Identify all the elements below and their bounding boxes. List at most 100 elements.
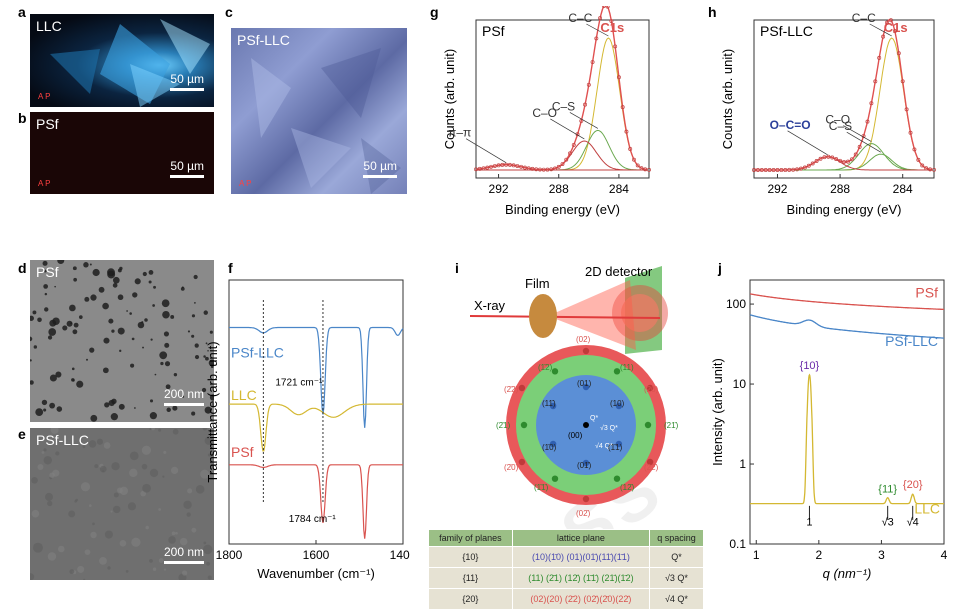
q-label-2: √3 Q* <box>600 424 618 432</box>
data-point <box>605 6 610 9</box>
pore <box>203 355 206 358</box>
data-point <box>759 168 764 172</box>
pore <box>152 304 155 307</box>
table-cell-family: {20} <box>428 588 513 610</box>
xps-psf-llc-chart: 292 288 284 Binding energy (eV) Counts (arb.… <box>720 11 936 217</box>
grain <box>203 541 207 545</box>
pore <box>49 374 57 382</box>
grain <box>163 568 167 571</box>
data-point <box>892 29 897 34</box>
pore <box>154 373 157 376</box>
grain <box>140 490 147 497</box>
x-axis-label: q (nm⁻¹) <box>823 566 872 581</box>
table-cell-family: {11} <box>428 567 513 589</box>
data-point <box>799 166 803 171</box>
grain <box>50 428 59 434</box>
x-axis-label: Wavenumber (cm⁻¹) <box>257 566 375 581</box>
table-cell-planes: (10)(1̄0) (01)(01̄)(11̄)(1̄1) <box>511 546 650 568</box>
data-point <box>900 79 905 84</box>
data-point <box>802 165 807 170</box>
pore <box>166 407 171 413</box>
component-label: C–S <box>552 99 575 113</box>
lattice-point <box>518 384 526 392</box>
pore <box>37 317 42 323</box>
pore <box>90 414 98 422</box>
grain <box>31 509 40 518</box>
pore <box>110 413 118 421</box>
data-point <box>787 167 792 172</box>
data-point <box>916 157 921 162</box>
outer-label-02: (02) <box>576 335 591 344</box>
grain <box>129 468 138 478</box>
label-pointer <box>569 112 599 129</box>
pore <box>208 359 214 367</box>
pore <box>201 387 207 393</box>
mid-label-1m2: (12̄) <box>620 483 635 492</box>
data-point <box>912 147 917 152</box>
lattice-point <box>518 458 526 466</box>
pore <box>153 285 156 289</box>
pore <box>194 301 196 304</box>
pore <box>98 286 105 293</box>
x-tick-label: 1400 <box>390 548 410 562</box>
grain <box>96 438 104 445</box>
pore <box>134 278 141 285</box>
grain <box>152 567 157 572</box>
sem-psf: PSf 200 nm <box>30 260 214 422</box>
pore <box>134 407 136 409</box>
chart-title: PSf <box>482 23 505 39</box>
pore <box>84 296 90 302</box>
pore <box>112 276 120 284</box>
grain <box>30 573 35 580</box>
y-tick-label: 10 <box>733 377 747 391</box>
pore <box>102 367 109 374</box>
scale-label-b: 50 µm <box>170 159 204 173</box>
y-axis-label: Transmittance (arb. unit) <box>205 341 220 482</box>
grain <box>200 469 210 479</box>
data-point <box>609 19 614 23</box>
lattice-point <box>615 402 623 410</box>
grain <box>47 500 53 507</box>
pore <box>86 358 89 361</box>
pore <box>102 302 109 310</box>
pore <box>71 378 75 382</box>
data-point <box>613 44 618 49</box>
data-point <box>590 60 595 64</box>
data-point <box>865 119 870 124</box>
grain <box>195 485 205 494</box>
grain <box>94 464 99 469</box>
panel-label-h: h <box>708 4 717 20</box>
axis-p-label: P <box>246 179 252 188</box>
data-point <box>908 130 913 135</box>
series-label-psf-llc: PSf-LLC <box>885 333 938 349</box>
plot-frame <box>228 279 404 545</box>
grain <box>203 544 213 555</box>
lattice-point <box>613 368 621 375</box>
grain <box>127 502 137 511</box>
pore <box>117 327 125 335</box>
table-cell-q: √4 Q* <box>648 588 705 610</box>
data-point <box>628 147 633 151</box>
pore <box>193 274 198 280</box>
grain <box>113 505 121 514</box>
polarizer-axes-a: A P <box>38 92 50 101</box>
scale-label-a: 50 µm <box>170 72 204 86</box>
series-label-psf: PSf <box>231 444 254 460</box>
plot-frame <box>753 19 935 179</box>
pore <box>92 268 100 277</box>
data-point <box>810 161 815 166</box>
grain <box>88 440 97 448</box>
lattice-point <box>646 384 654 392</box>
grain <box>207 575 212 580</box>
data-point <box>932 167 936 172</box>
series-line-psf <box>750 293 944 311</box>
series-line-psf <box>229 464 403 539</box>
data-point <box>647 167 651 172</box>
grain <box>74 500 77 503</box>
pore <box>30 336 33 342</box>
grain <box>83 578 86 580</box>
xray-beam <box>469 315 661 319</box>
pore <box>52 317 60 325</box>
data-point <box>632 157 636 162</box>
data-point <box>496 163 501 168</box>
